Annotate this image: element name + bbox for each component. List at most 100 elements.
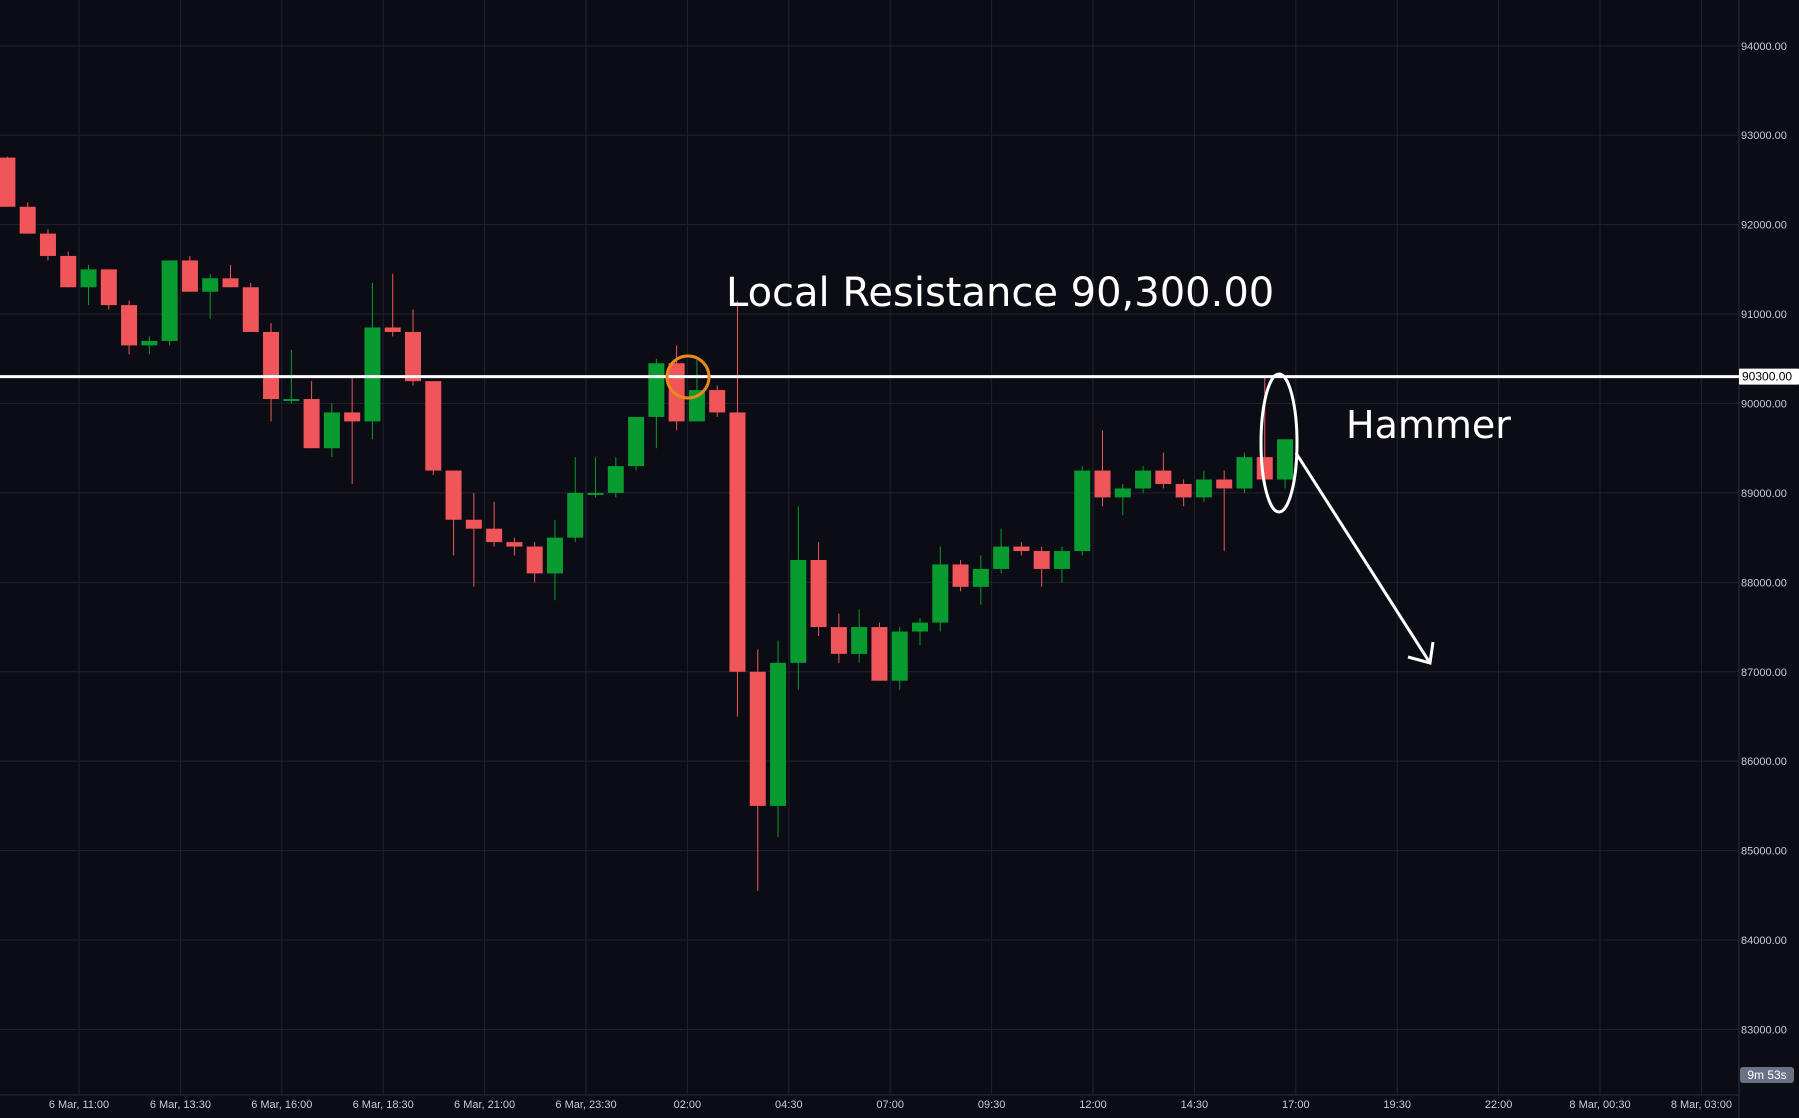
candle-body <box>1013 546 1030 552</box>
candle-body <box>810 559 827 628</box>
x-tick-label: 6 Mar, 18:30 <box>353 1099 414 1111</box>
x-tick-label: 02:00 <box>674 1099 702 1111</box>
y-tick-label: 88000.00 <box>1741 577 1787 589</box>
candle <box>912 618 928 645</box>
candle-body <box>19 206 36 234</box>
candle <box>181 255 198 292</box>
candle-body <box>871 627 888 681</box>
candle-body <box>749 671 766 806</box>
y-tick-label: 85000.00 <box>1741 846 1787 858</box>
candle <box>790 506 807 690</box>
y-tick-label: 90000.00 <box>1741 399 1787 411</box>
candle <box>1114 483 1131 516</box>
candle-body <box>141 340 158 346</box>
candle-body <box>1033 551 1050 569</box>
candle <box>1074 466 1091 556</box>
candle <box>486 501 503 547</box>
x-tick-label: 12:00 <box>1079 1099 1107 1111</box>
candle-body <box>851 627 868 654</box>
candle-body <box>222 278 239 288</box>
price-axis[interactable]: 94000.00 93000.00 92000.00 91000.00 90000.00… <box>1738 0 1787 1118</box>
candle-body <box>1236 457 1253 489</box>
candle-body <box>607 466 624 493</box>
x-tick-label: 14:30 <box>1181 1099 1209 1111</box>
x-tick-label: 8 Mar, 03:00 <box>1671 1099 1732 1111</box>
candle-body <box>1155 470 1172 484</box>
candle-body <box>628 416 645 467</box>
candle-body <box>526 546 543 574</box>
price-tag-text: 90300.00 <box>1742 370 1792 384</box>
candles-layer <box>0 156 1294 891</box>
candle <box>851 609 868 663</box>
candle-body <box>1074 470 1091 552</box>
x-tick-label: 8 Mar, 00:30 <box>1569 1099 1630 1111</box>
candle <box>709 385 726 417</box>
candle <box>141 336 158 355</box>
y-tick-label: 91000.00 <box>1741 309 1787 321</box>
candle <box>80 264 97 306</box>
hammer-ellipse <box>1259 372 1299 514</box>
candle <box>1175 479 1192 507</box>
candle-body <box>60 255 77 288</box>
candle-countdown: 9m 53s <box>1740 1067 1794 1083</box>
candle <box>952 559 969 592</box>
candle <box>405 309 421 386</box>
candle <box>465 492 482 587</box>
candle-body <box>932 564 949 623</box>
candle <box>303 381 320 449</box>
candle <box>242 282 259 332</box>
candle <box>932 546 949 632</box>
candle <box>323 403 340 458</box>
grid-lines <box>0 0 1739 1095</box>
candle <box>993 528 1010 574</box>
candle <box>445 470 462 556</box>
y-tick-label: 93000.00 <box>1741 130 1787 142</box>
candle <box>506 537 523 556</box>
candle-body <box>405 331 421 382</box>
x-tick-label: 6 Mar, 16:00 <box>251 1099 312 1111</box>
candle <box>972 555 989 605</box>
candle-body <box>121 305 138 346</box>
candle <box>384 273 401 337</box>
candle <box>1053 546 1070 583</box>
price-tag-box <box>1739 368 1799 385</box>
candle <box>1013 542 1030 556</box>
candle-body <box>912 622 928 632</box>
y-tick-label: 89000.00 <box>1741 488 1787 500</box>
y-tick-label: 84000.00 <box>1741 935 1787 947</box>
y-tick-label: 94000.00 <box>1741 41 1787 53</box>
y-tick-label: 86000.00 <box>1741 756 1787 768</box>
candle <box>607 457 624 498</box>
candle-body <box>1114 488 1131 498</box>
candle-body <box>1256 457 1273 480</box>
resistance-price-tag: 90300.00 <box>1739 368 1799 385</box>
y-tick-label: 92000.00 <box>1741 220 1787 232</box>
down-arrow <box>1294 452 1435 665</box>
candle <box>1236 452 1253 493</box>
hammer-label: Hammer <box>1346 403 1511 447</box>
candle <box>770 640 787 838</box>
candle-body <box>1195 479 1212 498</box>
candle <box>1155 452 1172 489</box>
candle-body <box>344 412 361 422</box>
candle <box>425 381 442 476</box>
candle-body <box>1216 479 1233 489</box>
candle-body <box>1094 470 1111 498</box>
candle-body <box>709 390 726 413</box>
candle-body <box>384 327 401 332</box>
candle-body <box>303 399 320 449</box>
candle-body <box>1175 483 1192 498</box>
candle-body <box>668 363 685 422</box>
candle <box>1094 430 1111 507</box>
candle <box>1135 466 1152 493</box>
candle-body <box>972 568 989 587</box>
x-tick-label: 6 Mar, 21:00 <box>454 1099 515 1111</box>
candle <box>749 649 766 891</box>
candle-body <box>263 331 280 400</box>
y-tick-label: 87000.00 <box>1741 667 1787 679</box>
time-axis[interactable]: 6 Mar, 11:00 6 Mar, 13:30 6 Mar, 16:00 6 Ma… <box>0 1094 1739 1111</box>
candle <box>121 300 138 355</box>
candle-body <box>445 470 462 520</box>
x-tick-label: 22:00 <box>1485 1099 1513 1111</box>
